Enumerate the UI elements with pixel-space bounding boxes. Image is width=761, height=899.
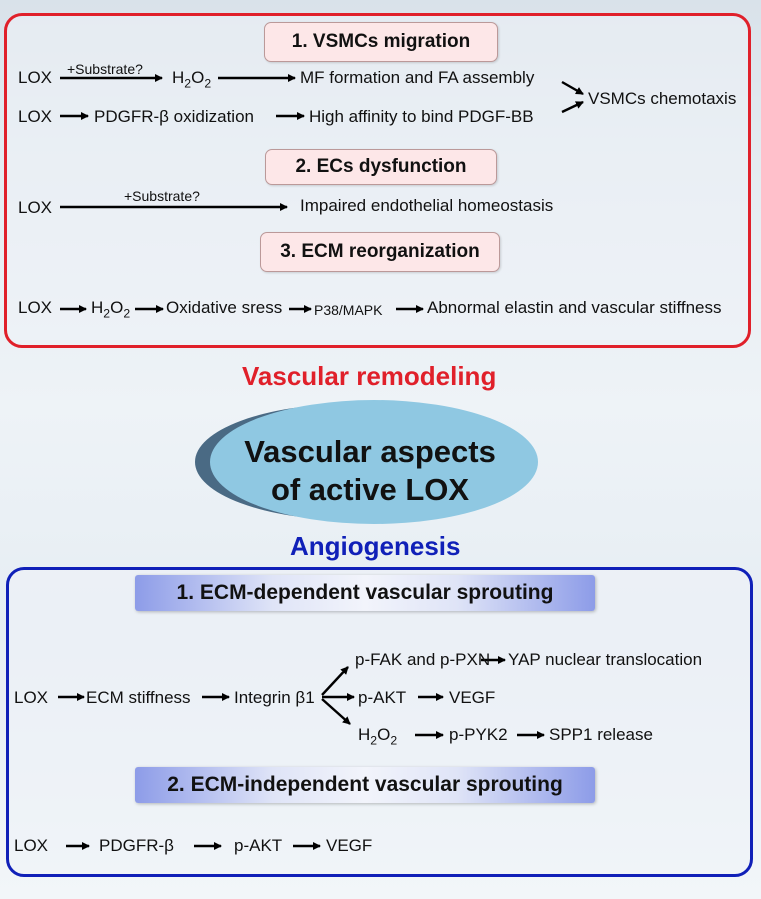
heading-angiogenesis: Angiogenesis (290, 531, 461, 561)
arrow-mf-chemo (561, 80, 584, 96)
section-title-ecm: 3. ECM reorganization (260, 232, 500, 272)
node-yap-translocation: YAP nuclear translocation (508, 650, 703, 669)
arrow-highaff-chemo (561, 100, 584, 114)
node-high-affinity: High affinity to bind PDGF-BB (309, 107, 534, 126)
section-title-vsmcs: 1. VSMCs migration (264, 22, 498, 62)
node-oxidative-stress: Oxidative sress (166, 298, 283, 317)
label-substrate-2: +Substrate? (124, 188, 200, 204)
node-pdgfr-b: PDGFR-β (99, 836, 174, 855)
node-lox-3: LOX (18, 198, 53, 217)
node-lox-1: LOX (18, 68, 53, 87)
node-lox-6: LOX (14, 836, 49, 855)
node-h2o2-3: H2O2 (358, 725, 398, 748)
center-title-line1: Vascular aspects (244, 434, 496, 469)
node-p38-mapk: P38/MAPK (314, 302, 383, 318)
center-ellipse (210, 400, 538, 524)
angiogenesis-panel (6, 567, 753, 877)
section-title-ecm-dependent: 1. ECM-dependent vascular sprouting (135, 575, 595, 611)
section-title-ecm-independent: 2. ECM-independent vascular sprouting (135, 767, 595, 803)
node-abnormal-elastin: Abnormal elastin and vascular stiffness (427, 298, 722, 317)
node-ecm-stiffness: ECM stiffness (86, 688, 191, 707)
section-title-ecs: 2. ECs dysfunction (265, 149, 497, 185)
node-vegf-1: VEGF (449, 688, 496, 707)
node-pdgfr-oxidization: PDGFR-β oxidization (94, 107, 254, 126)
arrow-integrin-h2o2 (321, 698, 351, 725)
node-spp1-release: SPP1 release (549, 725, 653, 744)
heading-vascular-remodeling: Vascular remodeling (242, 361, 497, 391)
node-vsmcs-chemotaxis: VSMCs chemotaxis (588, 89, 737, 108)
node-integrin-b1: Integrin β1 (234, 688, 315, 707)
arrow-integrin-pfak (321, 666, 349, 696)
label-substrate-1: +Substrate? (67, 61, 143, 77)
node-lox-2: LOX (18, 107, 53, 126)
node-ppyk2: p-PYK2 (449, 725, 508, 744)
node-vegf-2: VEGF (326, 836, 373, 855)
node-lox-4: LOX (18, 298, 53, 317)
node-pakt-2: p-AKT (234, 836, 283, 855)
node-lox-5: LOX (14, 688, 49, 707)
center-title-line2: of active LOX (270, 472, 470, 507)
node-pakt-1: p-AKT (358, 688, 407, 707)
node-pfak-ppxn: p-FAK and p-PXN (355, 650, 491, 669)
node-impaired-homeostasis: Impaired endothelial homeostasis (300, 196, 554, 215)
center-title: Vascular aspects of active LOX (225, 433, 515, 509)
node-h2o2-2: H2O2 (91, 298, 131, 321)
node-mf-formation: MF formation and FA assembly (300, 68, 535, 87)
node-h2o2-1: H2O2 (172, 68, 212, 91)
